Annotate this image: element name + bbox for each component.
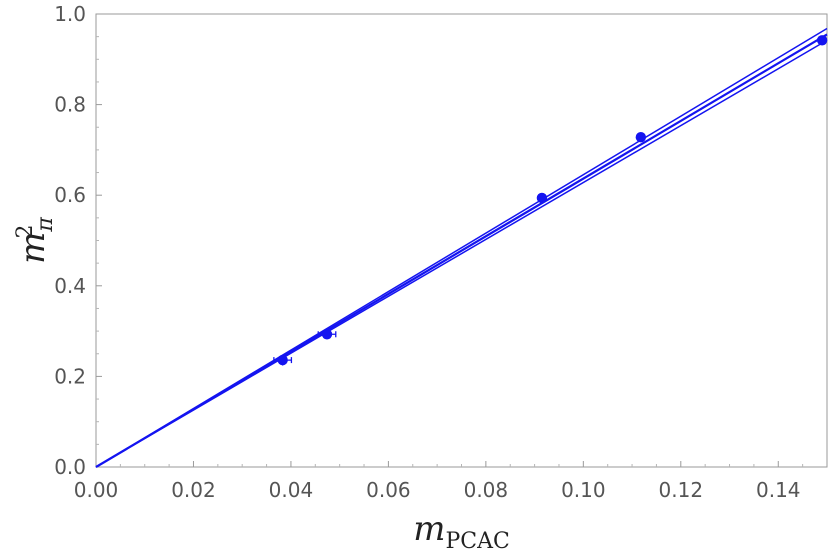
x-tick-label: 0.02 (171, 478, 216, 502)
x-tick-label: 0.14 (756, 478, 801, 502)
point-marker (816, 35, 828, 46)
point-marker (321, 329, 333, 340)
data-point (317, 329, 337, 340)
data-point (536, 192, 548, 204)
data-point (273, 354, 293, 366)
fit-line-central (95, 33, 828, 468)
svg-text:mπ: mπ (13, 217, 58, 264)
data-points (273, 35, 828, 366)
y-tick-label: 0.0 (54, 455, 86, 479)
x-tick-label: 0.08 (464, 478, 509, 502)
point-marker (277, 354, 288, 366)
x-axis-label-base: m (413, 509, 445, 549)
x-axis-label-sub: PCAC (445, 529, 509, 554)
y-tick-label: 0.8 (54, 93, 86, 117)
x-tick-label: 0.10 (561, 478, 606, 502)
y-tick-label: 0.4 (54, 274, 86, 298)
x-tick-label: 0.00 (74, 478, 119, 502)
data-point (635, 132, 647, 143)
y-tick-label: 0.6 (54, 183, 86, 207)
y-axis-label: mπ 2 (13, 217, 58, 264)
point-marker (536, 192, 548, 204)
data-point (816, 35, 828, 46)
y-tick-label: 0.2 (54, 364, 86, 388)
point-marker (635, 132, 647, 143)
x-tick-label: 0.06 (366, 478, 411, 502)
y-tick-label: 1.0 (54, 2, 86, 26)
y-axis-label-base: m (13, 232, 53, 264)
x-tick-label: 0.12 (659, 478, 704, 502)
fit-line-lower (95, 39, 828, 468)
plot-frame (95, 13, 828, 468)
x-tick-label: 0.04 (269, 478, 314, 502)
y-axis-ticks: 0.0 0.2 0.4 0.6 0.8 1.0 (54, 2, 102, 479)
x-axis-label: mPCAC (413, 509, 510, 554)
y-axis-label-sub: π (33, 217, 58, 233)
y-axis-label-sup: 2 (13, 225, 38, 239)
x-axis-ticks: 0.00 0.02 0.04 0.06 0.08 0.10 0.12 0.14 (74, 461, 804, 502)
fit-band (95, 27, 828, 468)
